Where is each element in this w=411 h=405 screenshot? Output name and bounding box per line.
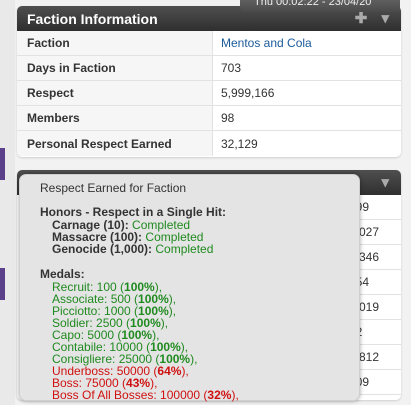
info-row-days: Days in Faction 703 (17, 56, 401, 81)
medal-item: Capo: 5000 (100%), (40, 329, 359, 341)
honor-label: Carnage (10): (52, 218, 129, 232)
medal-text: ), (168, 292, 177, 306)
medal-item: Consigliere: 25000 (100%), (40, 353, 359, 365)
info-label: Members (17, 106, 213, 130)
tooltip-title: Respect Earned for Faction (40, 181, 187, 195)
faction-link[interactable]: Mentos and Cola (221, 36, 312, 50)
medal-item: Picciotto: 1000 (100%), (40, 305, 359, 317)
info-label: Respect (17, 81, 213, 105)
medal-text: ), (231, 388, 239, 402)
medal-text: Recruit: 100 ( (52, 280, 125, 294)
honor-status: Completed (132, 218, 191, 232)
honor-status: Completed (145, 230, 204, 244)
info-value: 32,129 (221, 136, 258, 151)
medal-item: Associate: 500 (100%), (40, 293, 359, 305)
medal-text: ), (160, 316, 169, 330)
panel-title: Faction Information (27, 11, 158, 27)
medal-text: Contabile: 10000 ( (52, 340, 151, 354)
honor-item: Carnage (10): Completed (40, 219, 359, 231)
plus-icon[interactable]: ✚ (354, 10, 368, 27)
medal-text: Boss Of All Bosses: 100000 ( (52, 388, 208, 402)
medal-item: Soldier: 2500 (100%), (40, 317, 359, 329)
medal-text: 32% (207, 388, 232, 402)
medal-text: ), (168, 304, 177, 318)
medal-text: 100% (138, 304, 169, 318)
info-value: 98 (221, 111, 235, 125)
medal-text: ), (150, 376, 158, 390)
info-row-members: Members 98 (17, 106, 401, 131)
sidebar-accent (0, 268, 5, 300)
honor-status: Completed (155, 242, 214, 256)
medal-text: ), (152, 328, 160, 342)
medal-text: 100% (159, 352, 191, 366)
medal-item: Underboss: 50000 (64%), (40, 365, 359, 377)
medal-item: Boss: 75000 (43%), (40, 377, 359, 389)
medal-text: Boss: 75000 ( (52, 376, 127, 390)
info-label: Days in Faction (17, 56, 213, 80)
chevron-down-icon[interactable]: ▾ (381, 10, 389, 27)
medal-text: Associate: 500 ( (52, 292, 139, 306)
faction-info-panel: Faction Information ✚ ▾ Faction Mentos a… (17, 6, 401, 157)
chevron-down-icon[interactable]: ▾ (381, 174, 389, 191)
medal-text: 100% (121, 328, 153, 342)
info-row-personal-respect[interactable]: Personal Respect Earned 32,129 (17, 131, 401, 156)
medal-text: 100% (124, 280, 155, 294)
date-badge: Thu 00:02:22 - 23/04/20 (240, 0, 400, 12)
info-label: Faction (17, 31, 213, 55)
medal-text: Underboss: 50000 ( (52, 364, 158, 378)
medal-text: Soldier: 2500 ( (52, 316, 131, 330)
honor-item: Massacre (100): Completed (40, 231, 359, 243)
medal-text: Consigliere: 25000 ( (52, 352, 160, 366)
medal-item: Recruit: 100 (100%), (40, 281, 359, 293)
honor-label: Genocide (1,000): (52, 242, 153, 256)
honors-heading: Honors - Respect in a Single Hit: (40, 205, 227, 219)
medal-item: Boss Of All Bosses: 100000 (32%), (40, 389, 359, 401)
info-value: 5,999,166 (221, 86, 275, 100)
medal-list: Recruit: 100 (100%), Associate: 500 (100%… (40, 281, 359, 401)
left-gutter (0, 0, 15, 405)
medal-text: 43% (126, 376, 151, 390)
medal-text: ), (181, 364, 189, 378)
medal-item: Contabile: 10000 (100%), (40, 341, 359, 353)
medal-text: 100% (150, 340, 181, 354)
medal-text: ), (180, 340, 189, 354)
medals-heading: Medals: (40, 267, 85, 281)
sidebar-accent (0, 148, 5, 180)
medal-text: Capo: 5000 ( (52, 328, 122, 342)
honor-label: Massacre (100): (52, 230, 143, 244)
info-row-respect: Respect 5,999,166 (17, 81, 401, 106)
respect-tooltip: Respect Earned for Faction Honors - Resp… (19, 174, 360, 401)
info-label: Personal Respect Earned (17, 131, 213, 156)
medal-text: ), (154, 280, 163, 294)
info-value: 703 (221, 61, 242, 75)
medal-text: ), (190, 352, 198, 366)
medal-text: 100% (138, 292, 169, 306)
honor-item: Genocide (1,000): Completed (40, 243, 359, 255)
medal-text: Picciotto: 1000 ( (52, 304, 139, 318)
info-row-faction: Faction Mentos and Cola (17, 31, 401, 56)
medal-text: 64% (157, 364, 182, 378)
medal-text: 100% (130, 316, 161, 330)
